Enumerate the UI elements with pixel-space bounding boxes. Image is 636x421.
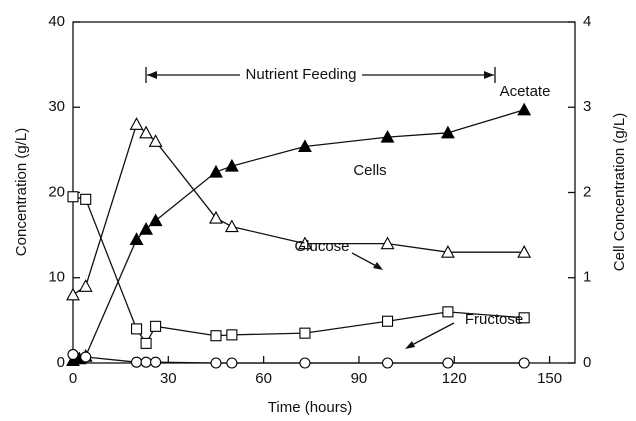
marker bbox=[210, 330, 222, 342]
marker bbox=[148, 213, 163, 227]
feeding-arrow bbox=[145, 67, 496, 83]
marker bbox=[440, 245, 455, 258]
y2-tick-label: 4 bbox=[583, 13, 591, 30]
x-tick-label: 30 bbox=[160, 370, 177, 387]
marker bbox=[150, 356, 162, 368]
label-pointers bbox=[351, 252, 455, 349]
y-tick-label: 40 bbox=[48, 13, 65, 30]
marker bbox=[140, 337, 152, 349]
marker bbox=[518, 312, 530, 324]
marker bbox=[150, 320, 162, 332]
series-label: Cells bbox=[353, 162, 386, 179]
x-tick-label: 150 bbox=[537, 370, 562, 387]
y-tick-label: 0 bbox=[57, 354, 65, 371]
marker bbox=[380, 236, 395, 250]
marker bbox=[298, 236, 312, 250]
marker bbox=[440, 125, 455, 139]
marker bbox=[67, 191, 79, 203]
marker bbox=[381, 357, 394, 369]
y2-tick-label: 3 bbox=[583, 98, 591, 115]
marker bbox=[518, 357, 530, 369]
x-tick-label: 0 bbox=[69, 370, 77, 387]
marker bbox=[140, 356, 152, 368]
marker bbox=[139, 222, 154, 235]
marker bbox=[80, 351, 92, 363]
marker bbox=[66, 287, 80, 301]
series-line bbox=[72, 123, 525, 296]
marker bbox=[130, 323, 143, 335]
x-tick-label: 90 bbox=[351, 370, 368, 387]
marker bbox=[209, 210, 223, 224]
marker bbox=[129, 117, 144, 130]
x-tick-label: 120 bbox=[442, 370, 467, 387]
annotation: Nutrient Feeding bbox=[246, 66, 357, 83]
marker bbox=[210, 357, 222, 369]
marker bbox=[226, 357, 238, 369]
marker bbox=[517, 102, 532, 116]
marker bbox=[80, 193, 92, 205]
y-tick-label: 20 bbox=[48, 183, 65, 200]
y2-tick-label: 2 bbox=[583, 183, 591, 200]
marker bbox=[380, 129, 395, 143]
marker bbox=[78, 279, 93, 292]
marker bbox=[299, 327, 311, 339]
series-label: Fructose bbox=[465, 311, 523, 328]
series-line bbox=[72, 109, 525, 362]
marker bbox=[67, 348, 79, 361]
y-axis-label: Concentration (g/L) bbox=[13, 128, 30, 256]
marker bbox=[129, 232, 144, 245]
y-tick-label: 10 bbox=[48, 269, 65, 286]
marker bbox=[299, 357, 311, 369]
series-line bbox=[72, 196, 525, 345]
marker bbox=[139, 125, 154, 139]
y2-tick-label: 0 bbox=[583, 354, 591, 371]
marker bbox=[209, 164, 223, 178]
y-tick-label: 30 bbox=[48, 98, 65, 115]
marker bbox=[381, 315, 394, 327]
y2-axis-label: Cell Concentration (g/L) bbox=[611, 113, 628, 271]
marker bbox=[224, 158, 239, 172]
series-label: Acetate bbox=[500, 83, 551, 100]
y2-tick-label: 1 bbox=[583, 269, 591, 286]
marker bbox=[298, 139, 312, 153]
x-tick-label: 60 bbox=[255, 370, 272, 387]
marker bbox=[442, 357, 454, 369]
marker bbox=[226, 329, 238, 341]
series-label: Glucose bbox=[294, 238, 349, 255]
marker bbox=[130, 356, 143, 368]
marker bbox=[517, 245, 532, 258]
marker bbox=[442, 306, 454, 318]
x-axis-label: Time (hours) bbox=[268, 399, 352, 416]
marker bbox=[224, 219, 239, 233]
marker bbox=[148, 134, 163, 147]
